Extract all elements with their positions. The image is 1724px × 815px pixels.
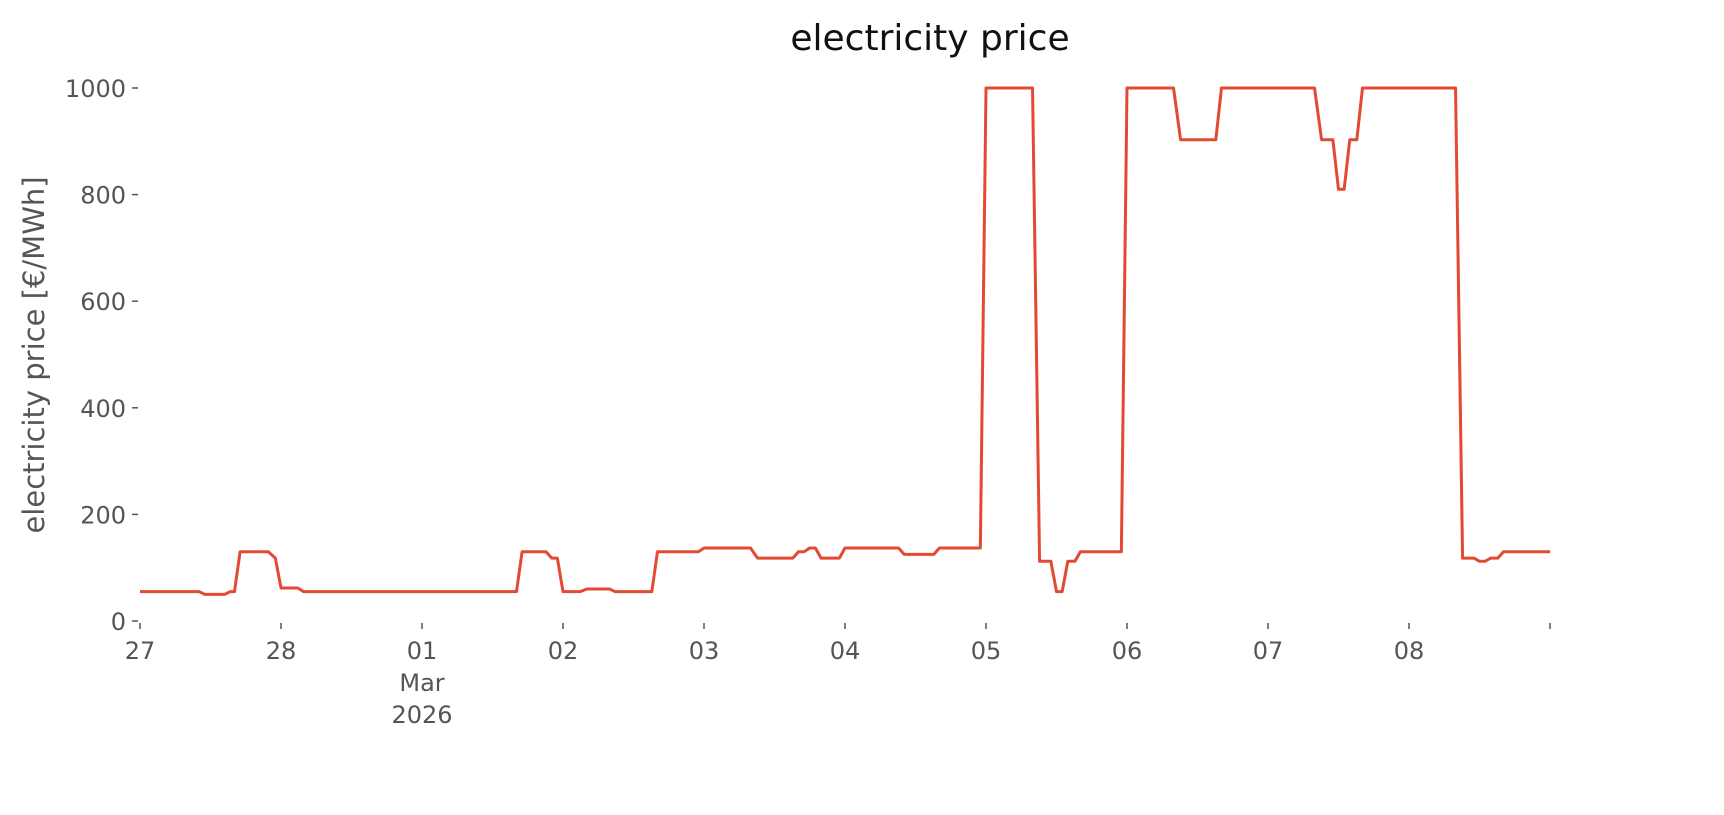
y-tick-label: 200	[80, 501, 126, 529]
y-tick-label: 600	[80, 288, 126, 316]
x-tick-label: 06	[1112, 637, 1143, 665]
x-tick-label: 03	[689, 637, 720, 665]
price-line	[140, 86, 1550, 596]
y-tick-label: 0	[111, 608, 126, 636]
y-tick-label: 1000	[65, 75, 126, 103]
x-tick-label: 02	[548, 637, 579, 665]
y-axis-label: electricity price [€/MWh]	[17, 176, 51, 533]
x-tick-label: 01 Mar 2026	[391, 637, 452, 729]
y-tick-label: 400	[80, 395, 126, 423]
x-tick-label: 04	[830, 637, 861, 665]
chart-title: electricity price	[790, 18, 1069, 59]
x-tick-label: 05	[971, 637, 1002, 665]
x-tick-label: 07	[1253, 637, 1284, 665]
x-tick-label: 28	[266, 637, 297, 665]
y-tick-label: 800	[80, 182, 126, 210]
x-tick-label: 27	[125, 637, 156, 665]
x-tick-label: 08	[1394, 637, 1425, 665]
